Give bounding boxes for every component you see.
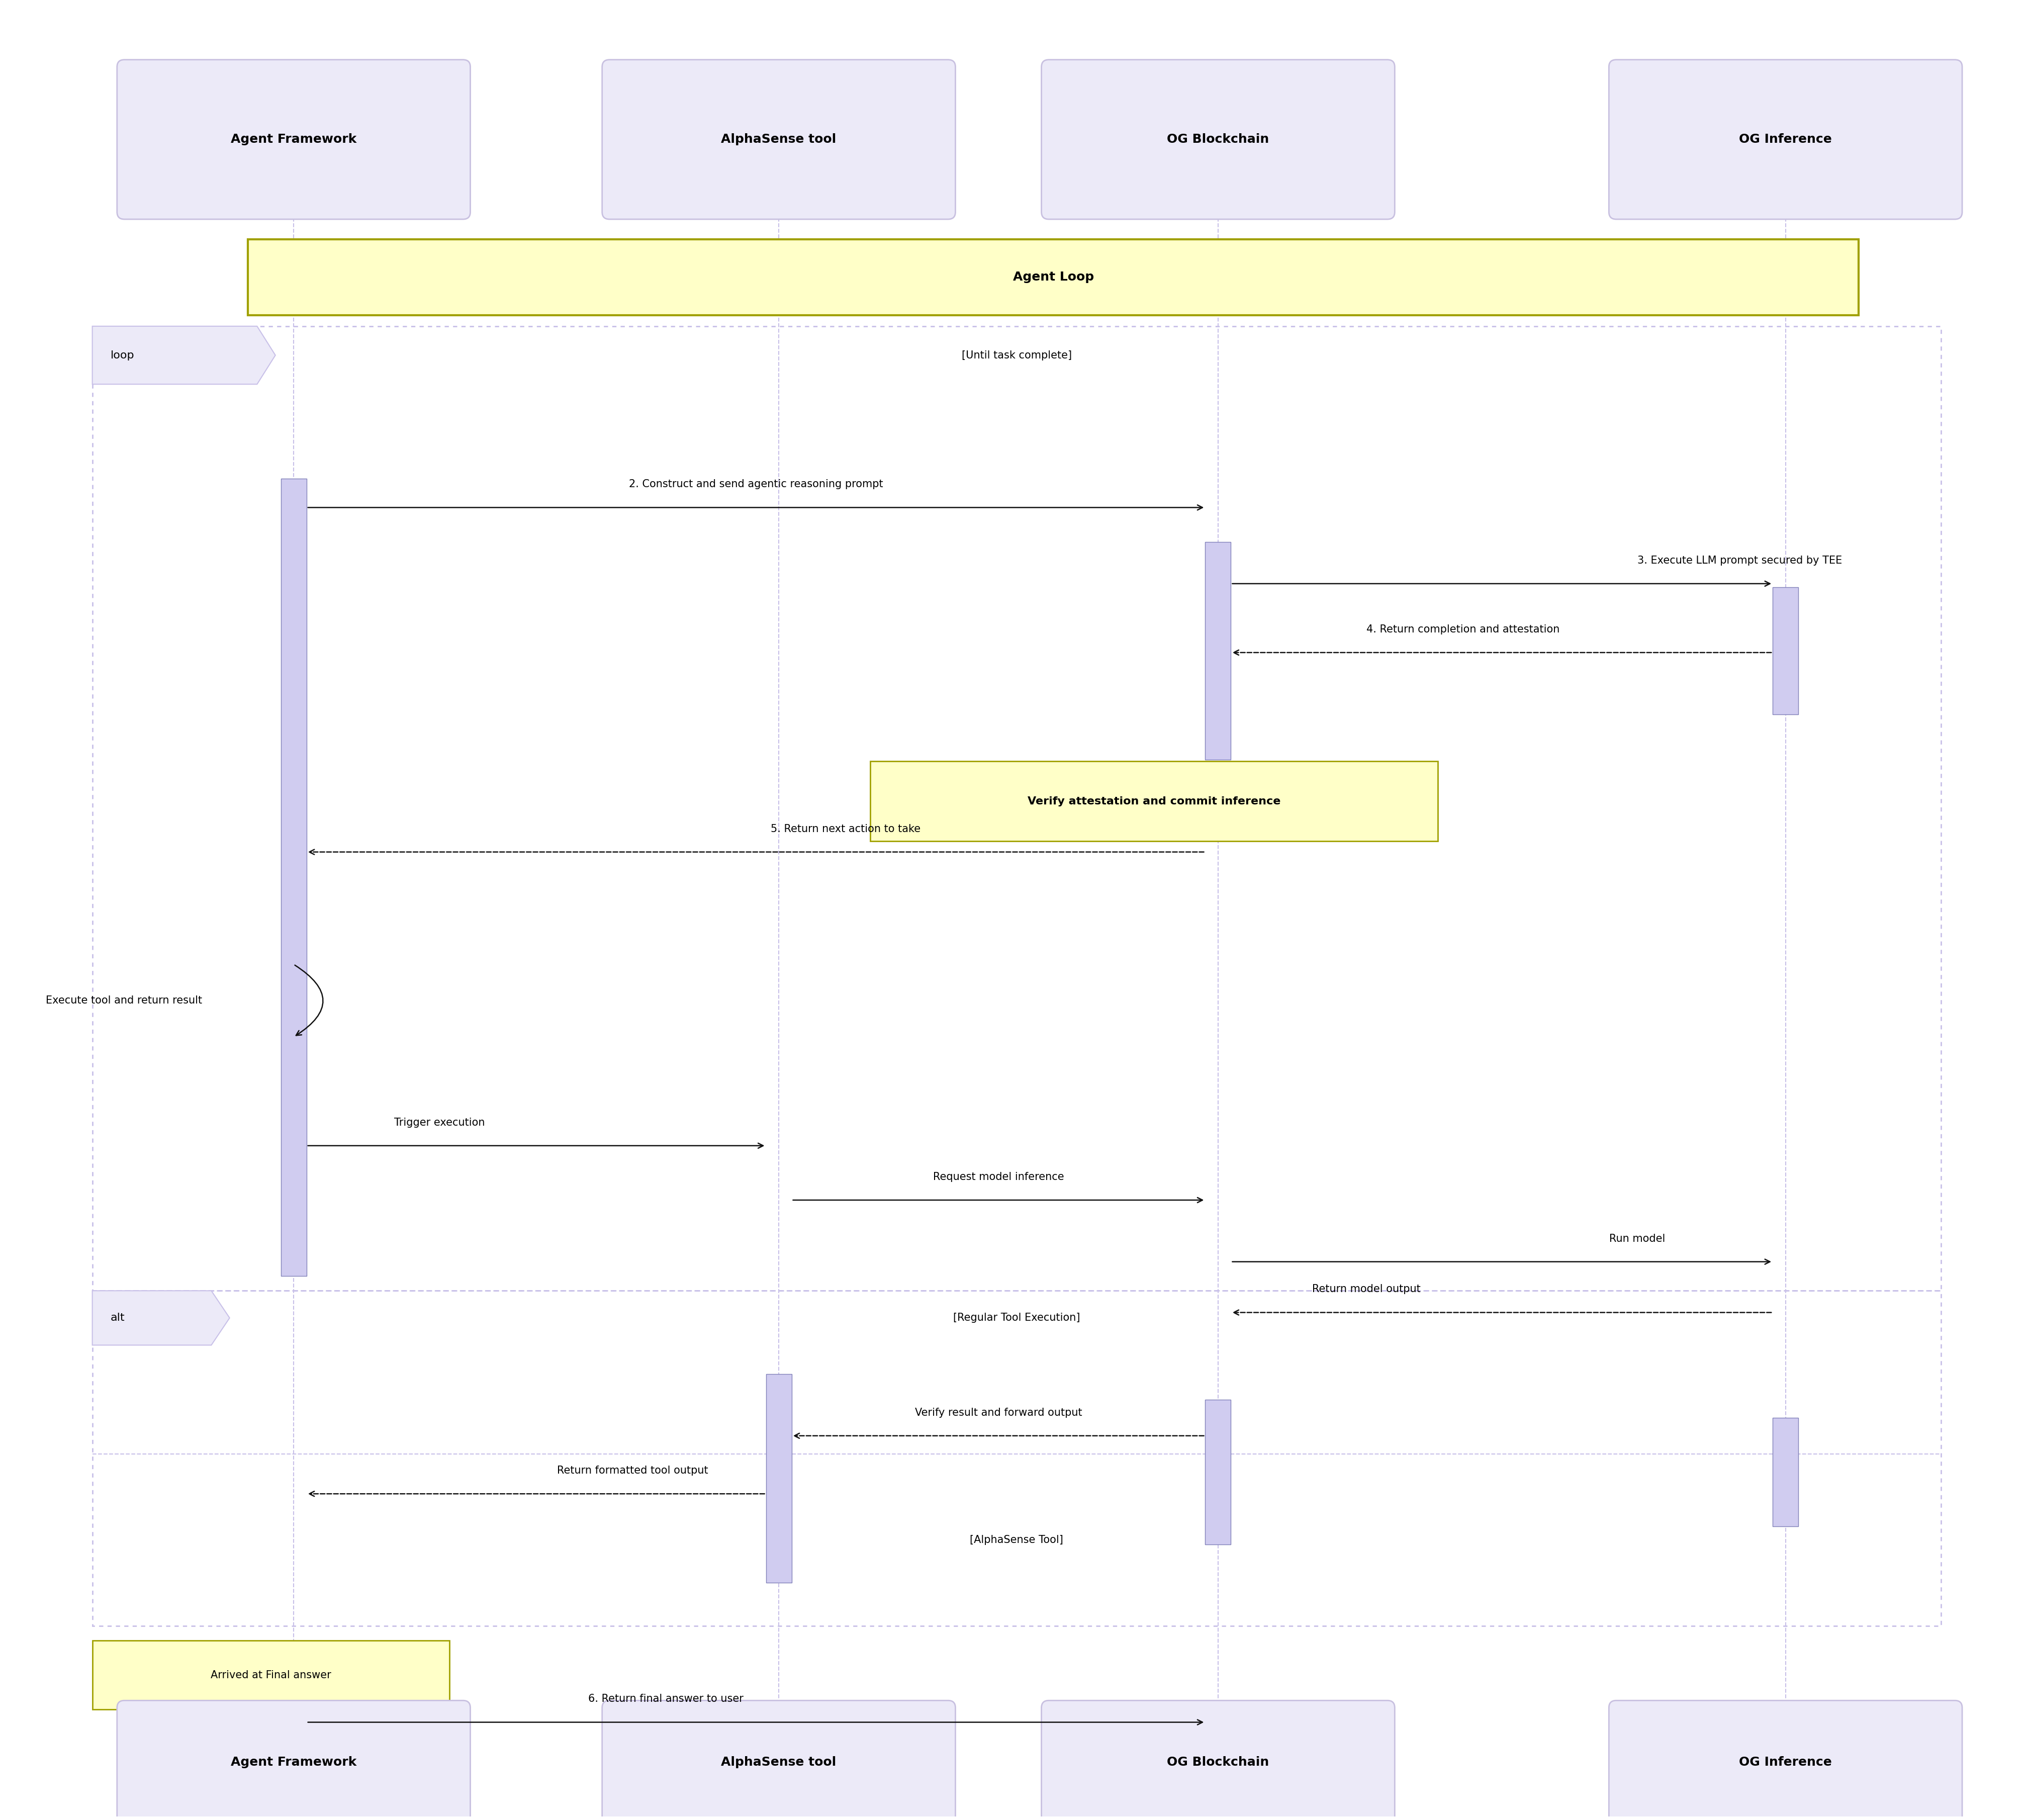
FancyBboxPatch shape bbox=[93, 1640, 450, 1709]
Text: 2. Construct and send agentic reasoning prompt: 2. Construct and send agentic reasoning … bbox=[628, 479, 884, 490]
FancyBboxPatch shape bbox=[247, 238, 1859, 315]
Text: Return formatted tool output: Return formatted tool output bbox=[557, 1465, 707, 1476]
Text: [Regular Tool Execution]: [Regular Tool Execution] bbox=[953, 1312, 1080, 1323]
FancyBboxPatch shape bbox=[1042, 1700, 1395, 1820]
Text: OG Blockchain: OG Blockchain bbox=[1168, 1756, 1269, 1769]
Text: Agent Framework: Agent Framework bbox=[231, 133, 357, 146]
Text: Trigger execution: Trigger execution bbox=[395, 1117, 484, 1128]
Text: 4. Return completion and attestation: 4. Return completion and attestation bbox=[1366, 624, 1559, 635]
Text: loop: loop bbox=[111, 349, 134, 360]
Polygon shape bbox=[93, 326, 276, 384]
Text: Arrived at Final answer: Arrived at Final answer bbox=[211, 1671, 330, 1680]
Text: 3. Execute LLM prompt secured by TEE: 3. Execute LLM prompt secured by TEE bbox=[1638, 555, 1843, 566]
Text: 6. Return final answer to user: 6. Return final answer to user bbox=[588, 1694, 744, 1704]
FancyBboxPatch shape bbox=[118, 60, 470, 218]
FancyBboxPatch shape bbox=[1774, 1418, 1798, 1527]
FancyBboxPatch shape bbox=[118, 1700, 470, 1820]
Text: Verify attestation and commit inference: Verify attestation and commit inference bbox=[1028, 795, 1281, 806]
Text: OG Blockchain: OG Blockchain bbox=[1168, 133, 1269, 146]
Text: AlphaSense tool: AlphaSense tool bbox=[722, 1756, 837, 1769]
FancyBboxPatch shape bbox=[870, 761, 1437, 841]
FancyBboxPatch shape bbox=[282, 479, 306, 1276]
Text: [Until task complete]: [Until task complete] bbox=[961, 349, 1072, 360]
Text: alt: alt bbox=[111, 1312, 126, 1323]
Text: OG Inference: OG Inference bbox=[1739, 133, 1832, 146]
FancyBboxPatch shape bbox=[1609, 1700, 1962, 1820]
Text: Return model output: Return model output bbox=[1311, 1285, 1421, 1294]
Text: Agent Loop: Agent Loop bbox=[1014, 271, 1095, 284]
FancyBboxPatch shape bbox=[602, 60, 955, 218]
Text: Execute tool and return result: Execute tool and return result bbox=[47, 996, 203, 1006]
FancyBboxPatch shape bbox=[1774, 588, 1798, 713]
Text: [AlphaSense Tool]: [AlphaSense Tool] bbox=[971, 1534, 1064, 1545]
FancyBboxPatch shape bbox=[1042, 60, 1395, 218]
Text: Run model: Run model bbox=[1609, 1234, 1666, 1243]
Text: Agent Framework: Agent Framework bbox=[231, 1756, 357, 1769]
Text: Verify result and forward output: Verify result and forward output bbox=[914, 1407, 1082, 1418]
Text: Request model inference: Request model inference bbox=[932, 1172, 1064, 1181]
FancyBboxPatch shape bbox=[1206, 1400, 1230, 1545]
Text: OG Inference: OG Inference bbox=[1739, 1756, 1832, 1769]
Polygon shape bbox=[93, 1290, 229, 1345]
FancyBboxPatch shape bbox=[1609, 60, 1962, 218]
Text: AlphaSense tool: AlphaSense tool bbox=[722, 133, 837, 146]
Text: 5. Return next action to take: 5. Return next action to take bbox=[770, 824, 920, 834]
FancyBboxPatch shape bbox=[766, 1374, 793, 1583]
FancyBboxPatch shape bbox=[602, 1700, 955, 1820]
FancyBboxPatch shape bbox=[1206, 542, 1230, 759]
